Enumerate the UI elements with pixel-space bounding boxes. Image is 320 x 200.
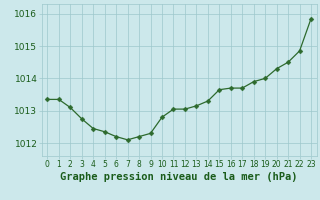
X-axis label: Graphe pression niveau de la mer (hPa): Graphe pression niveau de la mer (hPa) <box>60 172 298 182</box>
